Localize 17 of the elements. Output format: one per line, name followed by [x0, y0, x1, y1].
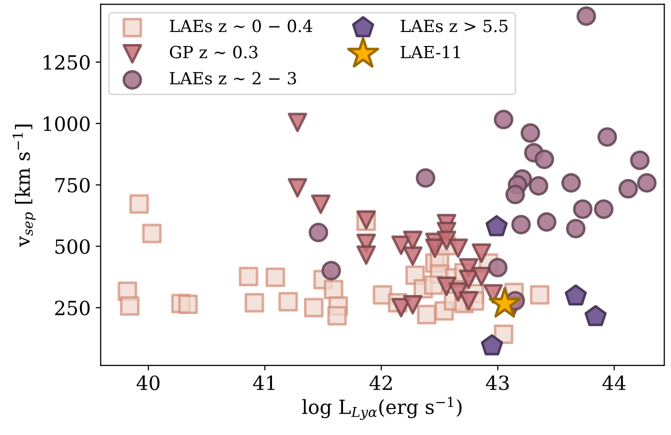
y-axis-title: v$_{sep}$ [km s$^{−1}$]	[12, 124, 36, 247]
x-tick-label: 41	[253, 375, 274, 390]
legend-label: LAE-11	[400, 46, 460, 58]
y-tick-label: 1250	[44, 55, 90, 70]
y-tick-label: 250	[55, 300, 90, 316]
y-tick-label: 750	[55, 178, 90, 193]
x-tick-label: 40	[136, 375, 160, 390]
y-tick-label: 500	[55, 239, 90, 254]
legend-label: LAEs z ∼ 0 − 0.4	[170, 20, 312, 32]
legend-label: GP z ∼ 0.3	[170, 46, 258, 58]
y-tick-label: 1000	[44, 116, 90, 132]
x-tick-label: 44	[602, 375, 626, 390]
legend-label: LAEs z ∼ 2 − 3	[170, 72, 296, 85]
legend-label: LAEs z > 5.5	[400, 20, 508, 32]
x-tick-label: 43	[486, 375, 509, 390]
x-tick-label: 42	[370, 375, 392, 390]
x-axis-title: log L$_{Lyα}$(erg s$^{−1}$)	[302, 396, 462, 420]
